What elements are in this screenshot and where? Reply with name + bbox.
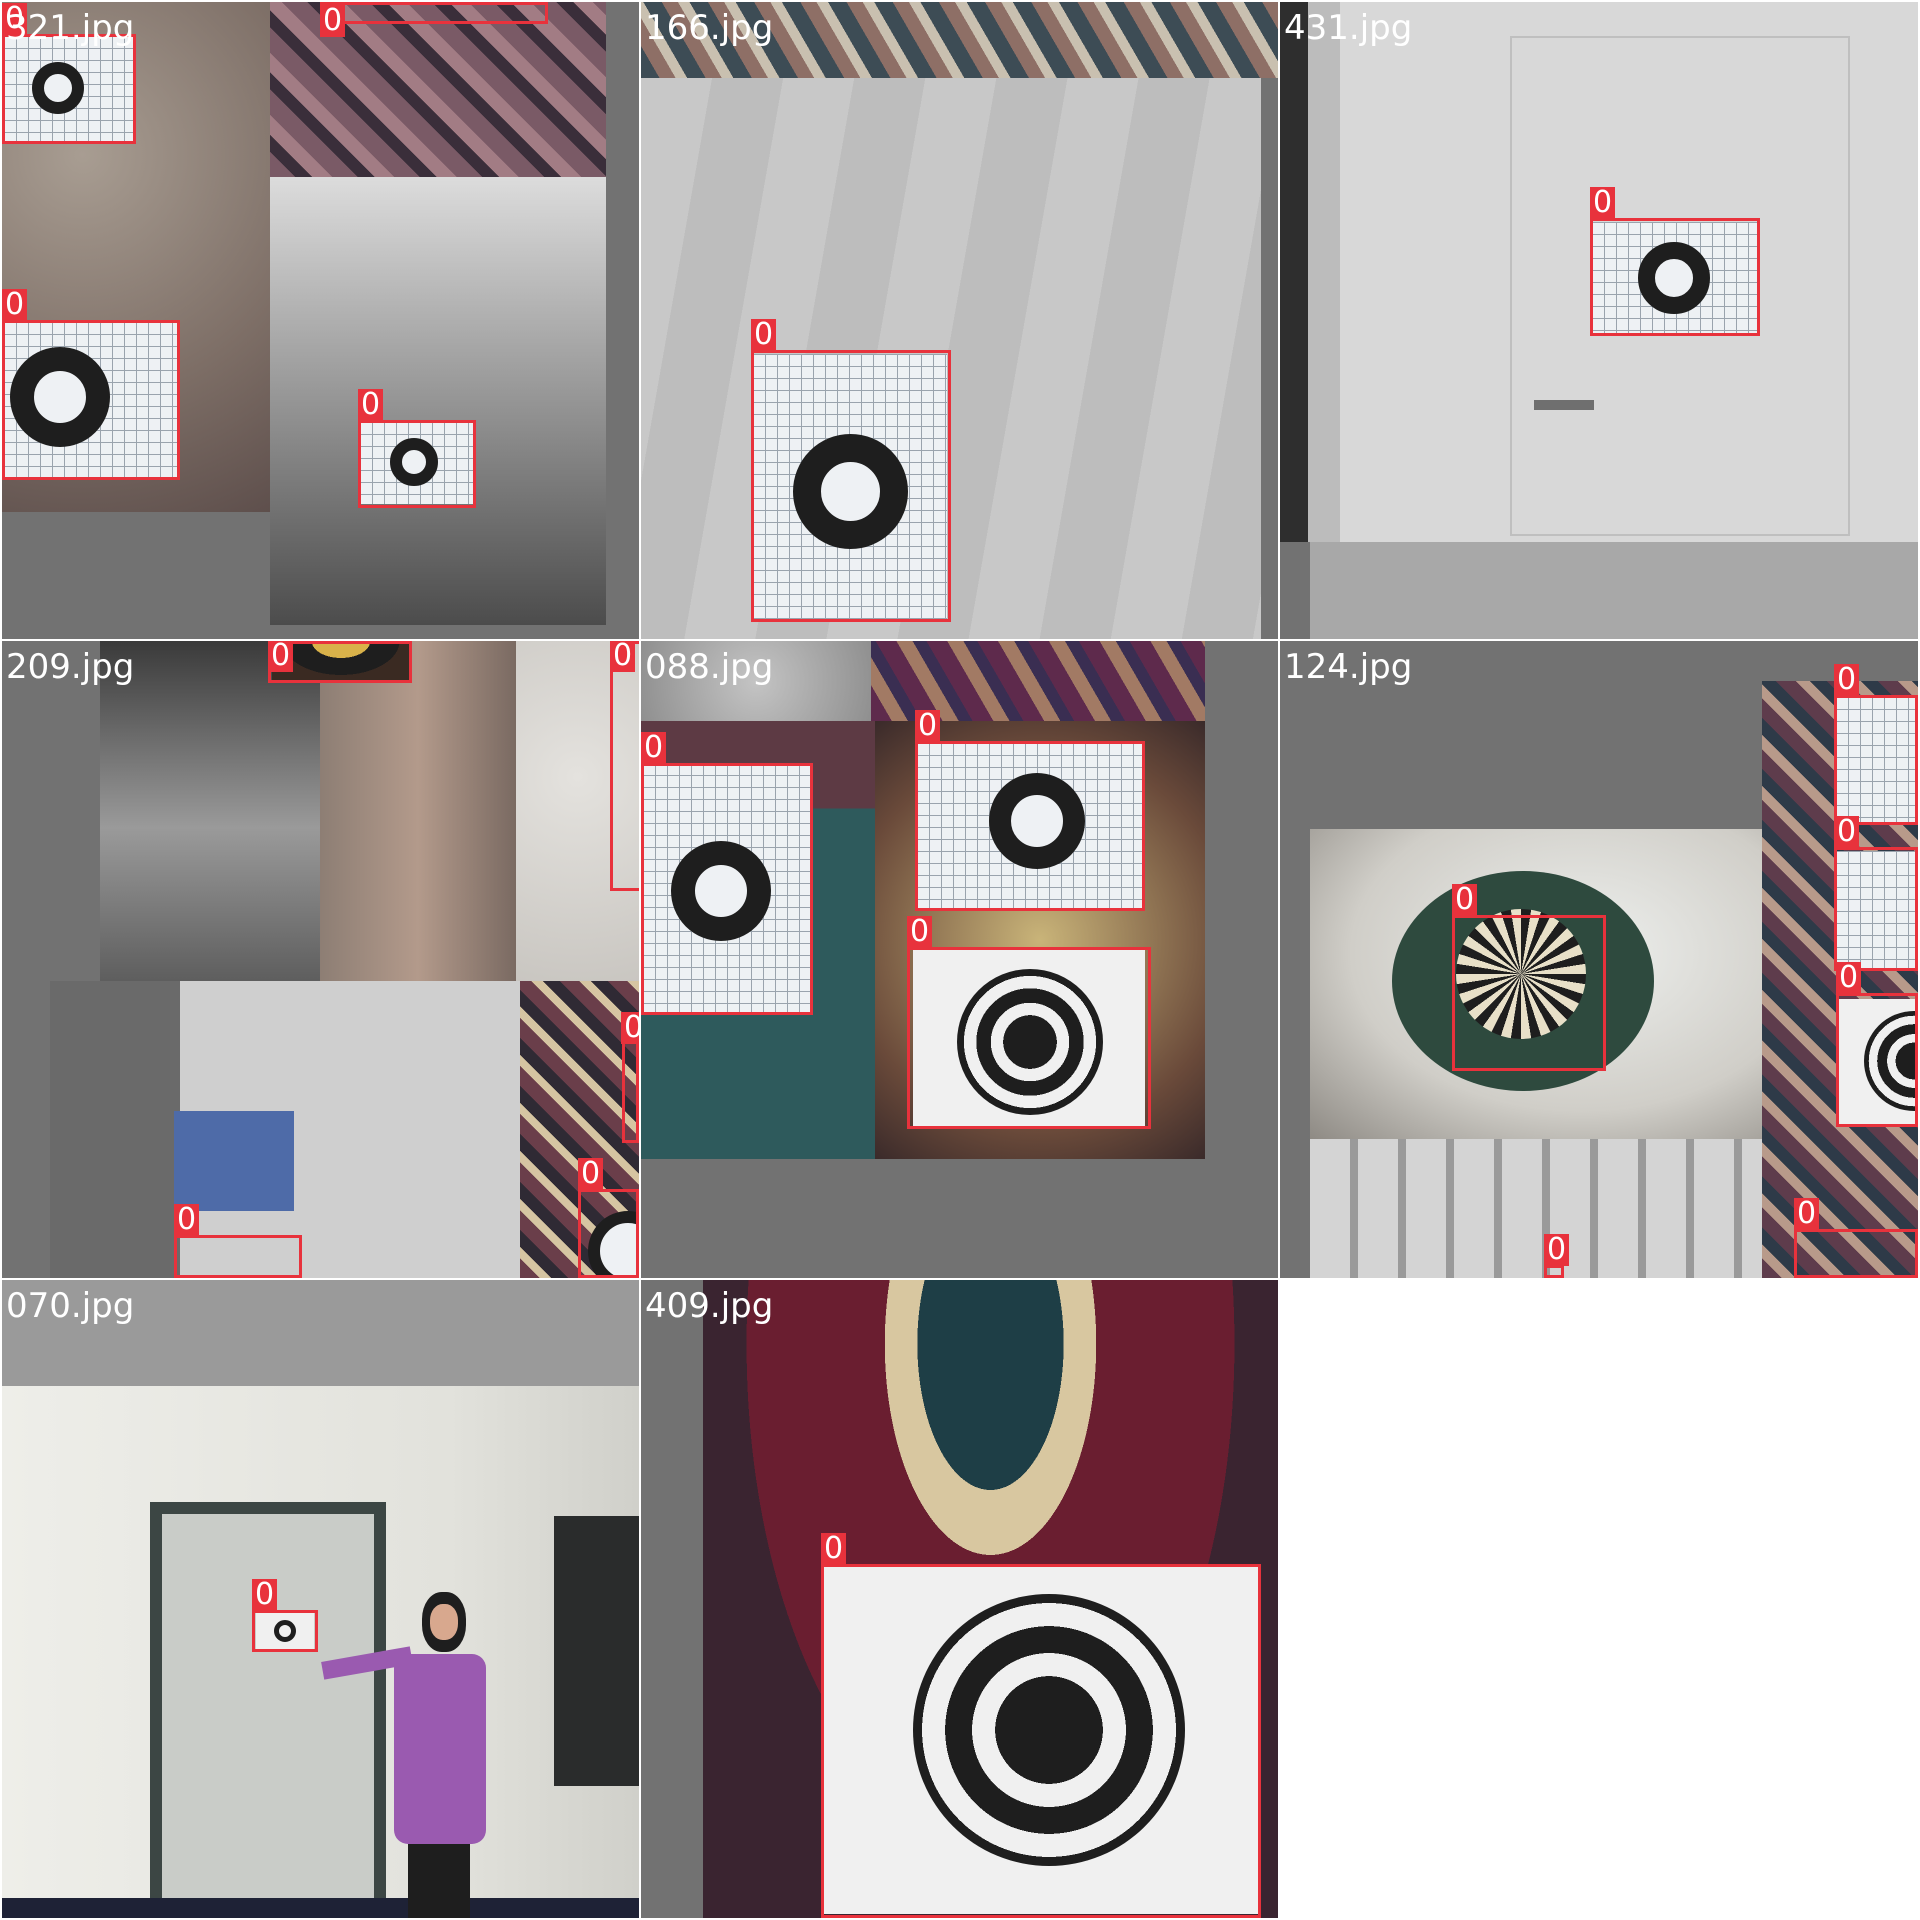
bullseye — [390, 438, 438, 486]
tile-321: 0 0 0 0 321.jpg — [2, 2, 639, 639]
tile-filename: 124.jpg — [1284, 647, 1413, 687]
box-label: 0 — [621, 1012, 639, 1044]
bounding-box: 0 — [358, 389, 476, 508]
target-sheet — [4, 36, 134, 141]
box-label: 0 — [1836, 962, 1862, 994]
box-label: 0 — [320, 5, 346, 37]
box-label: 0 — [907, 916, 933, 948]
bullseye — [274, 1620, 296, 1642]
wall-region — [320, 641, 516, 981]
rug-region — [871, 641, 1205, 721]
tile-filename: 209.jpg — [6, 647, 135, 687]
bounding-box: 0 — [641, 732, 813, 1015]
floor-strip — [2, 1898, 639, 1918]
person-face — [430, 1604, 458, 1640]
bounding-box: 0 — [751, 319, 951, 622]
tile-filename: 321.jpg — [6, 8, 135, 48]
tile-filename: 166.jpg — [645, 8, 774, 48]
bounding-box: 0 — [1836, 962, 1918, 1127]
bounding-box: 0 — [915, 710, 1145, 911]
box-label: 0 — [751, 319, 777, 351]
room-region — [270, 177, 606, 625]
corridor-region — [1310, 1139, 1762, 1278]
rug-region — [641, 641, 871, 721]
bounding-box: 0 — [821, 1533, 1261, 1918]
box-label: 0 — [358, 389, 384, 421]
bullseye — [957, 969, 1103, 1115]
box-label: 0 — [2, 3, 28, 35]
tile-filename: 088.jpg — [645, 647, 774, 687]
box-label: 0 — [1834, 664, 1860, 696]
tile-filename: 409.jpg — [645, 1286, 774, 1326]
bounding-box: 0 — [578, 1158, 639, 1278]
screen — [554, 1516, 639, 1786]
tile-filename: 431.jpg — [1284, 8, 1413, 48]
box-label: 0 — [2, 289, 28, 321]
fabric-region — [516, 641, 639, 981]
person-body — [394, 1654, 486, 1844]
tile-070: 0 070.jpg — [2, 1280, 639, 1918]
target-sheet — [360, 422, 474, 504]
box-label: 0 — [915, 710, 941, 742]
box-label: 0 — [1590, 187, 1616, 219]
street-region — [100, 641, 320, 981]
target-sheet — [1836, 851, 1918, 969]
box-label: 0 — [252, 1579, 278, 1611]
tile-124: 0 0 0 0 0 0 124.jpg — [1280, 641, 1918, 1278]
bullseye — [588, 1211, 639, 1278]
tile-filename: 070.jpg — [6, 1286, 135, 1326]
bounding-box: 0 — [2, 3, 136, 144]
tile-088: 0 0 0 088.jpg — [641, 641, 1278, 1278]
tile-409: 0 409.jpg — [641, 1280, 1278, 1918]
door-panel — [162, 1514, 374, 1898]
target-sheet — [917, 743, 1143, 909]
target-sheet — [1836, 697, 1918, 823]
bullseye — [793, 434, 908, 549]
target-sheet — [1592, 222, 1758, 334]
bounding-box: 0 — [621, 1012, 639, 1143]
box-label: 0 — [268, 641, 294, 672]
person-legs — [408, 1844, 470, 1918]
bullseye — [10, 347, 110, 447]
person — [386, 1592, 496, 1918]
tile-166: 0 166.jpg — [641, 2, 1278, 639]
box-label: 0 — [1794, 1198, 1820, 1230]
bounding-box: 0 — [610, 641, 639, 891]
bounding-box: 0 — [2, 289, 180, 480]
bounding-box: 0 — [1834, 664, 1918, 825]
bounding-box: 0 — [1590, 187, 1760, 336]
box-label: 0 — [1544, 1234, 1570, 1266]
box-label: 0 — [821, 1533, 847, 1565]
floor-region — [1310, 542, 1918, 639]
box-label: 0 — [578, 1158, 604, 1190]
box-label: 0 — [1834, 816, 1860, 848]
bounding-box: 0 — [1452, 884, 1606, 1071]
box-label: 0 — [641, 732, 667, 764]
bounding-box: 0 — [1794, 1198, 1918, 1278]
bounding-box: 0 — [1544, 1234, 1570, 1278]
bounding-box: 0 — [174, 1204, 302, 1278]
rug-region — [641, 2, 1278, 78]
dartboard — [1456, 909, 1586, 1039]
bounding-box: 0 — [268, 641, 412, 683]
dartboard-edge — [272, 641, 410, 681]
tile-209: 0 0 0 0 0 209.jpg — [2, 641, 639, 1278]
box-label: 0 — [610, 641, 636, 672]
notebook — [174, 1111, 294, 1211]
bounding-box: 0 — [1834, 816, 1918, 971]
bounding-box: 0 — [320, 2, 548, 37]
bullseye — [913, 1594, 1185, 1866]
box-label: 0 — [1452, 884, 1478, 916]
door-handle — [1534, 400, 1594, 410]
door-panel — [1510, 36, 1850, 536]
bounding-box: 0 — [252, 1579, 318, 1652]
box-label: 0 — [174, 1204, 200, 1236]
tile-431: 0 431.jpg — [1280, 2, 1918, 639]
floor-region — [641, 78, 1261, 639]
bounding-box: 0 — [907, 916, 1151, 1129]
bullseye — [989, 773, 1085, 869]
